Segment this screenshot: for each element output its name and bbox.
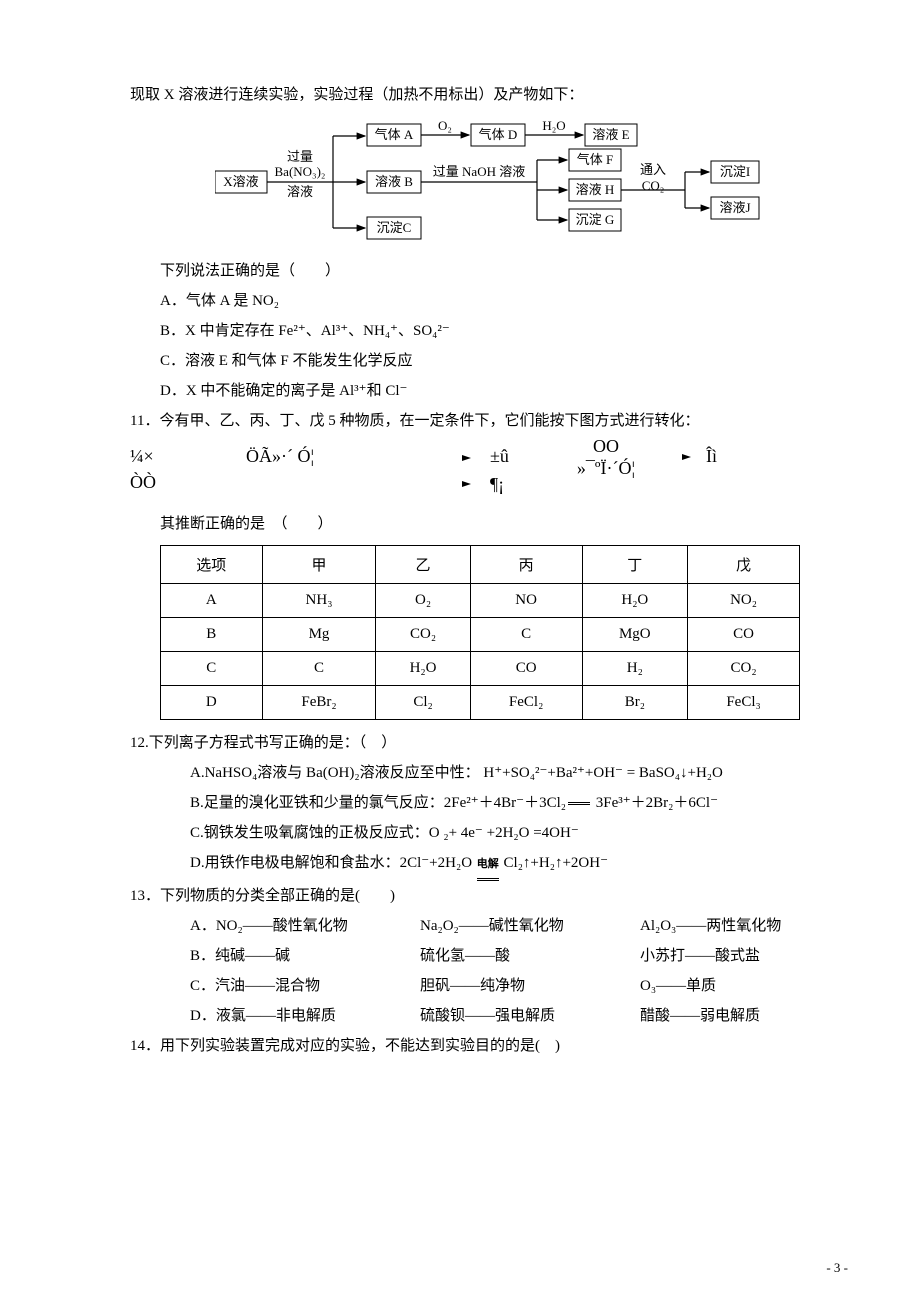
table-cell: Mg	[262, 618, 376, 652]
q12-A: A.NaHSO₄溶液与 Ba(OH)₂溶液反应至中性： H⁺+SO₄²⁻+Ba²…	[130, 758, 860, 788]
table-header: 选项	[161, 546, 263, 584]
svg-text:沉淀 G: 沉淀 G	[576, 212, 615, 227]
svg-text:溶液: 溶液	[287, 184, 313, 199]
long-equals-icon	[568, 802, 590, 805]
q11-table: 选项甲乙丙丁戊 ANH₃O₂NOH₂ONO₂BMgCO₂CMgOCOCCH₂OC…	[160, 545, 800, 720]
table-cell: Br₂	[582, 686, 687, 720]
q10-stem: 下列说法正确的是（ ）	[130, 256, 860, 286]
q10-A: A．气体 A 是 NO₂	[130, 286, 860, 316]
diagram-2: ¼× ÒÒ ÖÃ»·´ Ó¦ ±û ÒÒ »¯ºÏ·´Ó¦ Îì ¶¡	[130, 440, 860, 505]
table-cell: FeCl₂	[470, 686, 582, 720]
table-cell: NO	[470, 584, 582, 618]
diagram-1: X溶液 过量 Ba(NO₃)₂ 溶液 气体 A 溶液 B 沉淀C O₂	[130, 116, 860, 246]
svg-text:沉淀I: 沉淀I	[720, 164, 750, 179]
table-header: 丁	[582, 546, 687, 584]
q13-B: B．纯碱——碱 硫化氢——酸 小苏打——酸式盐	[130, 941, 860, 971]
table-header: 甲	[262, 546, 376, 584]
q10-B: B．X 中肯定存在 Fe²⁺、Al³⁺、NH₄⁺、SO₄²⁻	[130, 316, 860, 346]
table-cell: CO₂	[376, 618, 470, 652]
svg-text:ÒÒ: ÒÒ	[593, 440, 619, 456]
q12-D: D.用铁作电极电解饱和食盐水：2Cl⁻+2H₂O 电解 Cl₂↑+H₂↑+2OH…	[130, 848, 860, 881]
table-cell: C	[470, 618, 582, 652]
table-header: 戊	[688, 546, 800, 584]
table-cell: B	[161, 618, 263, 652]
table-cell: O₂	[376, 584, 470, 618]
q13-C: C．汽油——混合物 胆矾——纯净物 O₃——单质	[130, 971, 860, 1001]
table-cell: A	[161, 584, 263, 618]
q14-stem: 14．用下列实验装置完成对应的实验，不能达到实验目的的是( )	[130, 1031, 860, 1061]
svg-text:沉淀C: 沉淀C	[377, 220, 412, 235]
svg-text:Îì: Îì	[706, 445, 717, 466]
svg-text:ÖÃ»·´ Ó¦: ÖÃ»·´ Ó¦	[246, 445, 314, 466]
q11-after: 其推断正确的是 （ ）	[130, 509, 860, 539]
q13-D: D．液氯——非电解质 硫酸钡——强电解质 醋酸——弱电解质	[130, 1001, 860, 1031]
svg-text:溶液J: 溶液J	[719, 200, 750, 215]
svg-text:气体 F: 气体 F	[577, 152, 613, 167]
svg-text:过量: 过量	[287, 149, 313, 164]
table-row: DFeBr₂Cl₂FeCl₂Br₂FeCl₃	[161, 686, 800, 720]
svg-text:¶¡: ¶¡	[490, 474, 504, 494]
svg-text:±û: ±û	[490, 446, 509, 466]
table-row: BMgCO₂CMgOCO	[161, 618, 800, 652]
svg-text:ÒÒ: ÒÒ	[130, 471, 156, 492]
q11-stem: 11．今有甲、乙、丙、丁、戊 5 种物质，在一定条件下，它们能按下图方式进行转化…	[130, 406, 860, 436]
q12-B: B.足量的溴化亚铁和少量的氯气反应：2Fe²⁺＋4Br⁻＋3Cl₂ 3Fe³⁺＋…	[130, 788, 860, 818]
table-cell: CO₂	[688, 652, 800, 686]
table-header: 丙	[470, 546, 582, 584]
svg-text:溶液 B: 溶液 B	[375, 174, 413, 189]
table-cell: FeBr₂	[262, 686, 376, 720]
svg-text:Ba(NO₃)₂: Ba(NO₃)₂	[275, 164, 326, 179]
electrolysis-symbol: 电解	[476, 848, 500, 881]
q10-C: C．溶液 E 和气体 F 不能发生化学反应	[130, 346, 860, 376]
table-cell: H₂	[582, 652, 687, 686]
svg-text:»¯ºÏ·´Ó¦: »¯ºÏ·´Ó¦	[577, 457, 635, 478]
svg-text:溶液 E: 溶液 E	[592, 127, 629, 142]
table-header: 乙	[376, 546, 470, 584]
table-cell: CO	[688, 618, 800, 652]
table-cell: MgO	[582, 618, 687, 652]
table-cell: FeCl₃	[688, 686, 800, 720]
svg-text:气体 D: 气体 D	[479, 127, 518, 142]
svg-text:CO₂: CO₂	[642, 178, 665, 193]
q13-A: A．NO₂——酸性氧化物 Na₂O₂——碱性氧化物 Al₂O₃——两性氧化物	[130, 911, 860, 941]
table-cell: H₂O	[376, 652, 470, 686]
table-cell: H₂O	[582, 584, 687, 618]
table-cell: C	[161, 652, 263, 686]
table-cell: Cl₂	[376, 686, 470, 720]
q10-D: D．X 中不能确定的离子是 Al³⁺和 Cl⁻	[130, 376, 860, 406]
q13-stem: 13．下列物质的分类全部正确的是( )	[130, 881, 860, 911]
table-cell: C	[262, 652, 376, 686]
page-number: - 3 -	[826, 1260, 848, 1276]
table-row: ANH₃O₂NOH₂ONO₂	[161, 584, 800, 618]
svg-text:H₂O: H₂O	[542, 118, 565, 133]
svg-text:¼×: ¼×	[130, 446, 154, 466]
table-row: CCH₂OCOH₂CO₂	[161, 652, 800, 686]
intro-text: 现取 X 溶液进行连续实验，实验过程（加热不用标出）及产物如下：	[130, 80, 860, 110]
svg-text:O₂: O₂	[438, 118, 452, 133]
svg-text:过量 NaOH 溶液: 过量 NaOH 溶液	[433, 164, 525, 179]
table-cell: CO	[470, 652, 582, 686]
q12-stem: 12.下列离子方程式书写正确的是：（ ）	[130, 728, 860, 758]
svg-text:通入: 通入	[640, 162, 666, 177]
table-cell: D	[161, 686, 263, 720]
q12-C: C.钢铁发生吸氧腐蚀的正极反应式：O ₂+ 4e⁻ +2H₂O =4OH⁻	[130, 818, 860, 848]
table-cell: NH₃	[262, 584, 376, 618]
table-cell: NO₂	[688, 584, 800, 618]
svg-text:溶液 H: 溶液 H	[576, 182, 615, 197]
node-x: X溶液	[223, 174, 258, 189]
svg-text:气体 A: 气体 A	[375, 127, 414, 142]
